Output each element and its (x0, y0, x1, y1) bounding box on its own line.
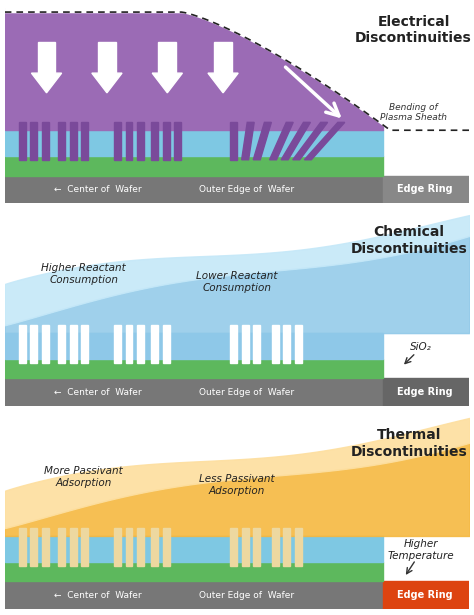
Text: Edge Ring: Edge Ring (397, 387, 453, 397)
Bar (230, 528, 237, 566)
Bar (158, 42, 176, 73)
Bar (70, 528, 77, 566)
Text: More Passivant
Adsorption: More Passivant Adsorption (45, 466, 123, 488)
Bar (58, 122, 65, 160)
Bar (283, 325, 291, 363)
Bar (42, 122, 49, 160)
Polygon shape (304, 122, 345, 160)
Bar (58, 325, 65, 363)
Bar (272, 528, 279, 566)
Text: Outer Edge of  Wafer: Outer Edge of Wafer (199, 387, 294, 397)
Bar (114, 122, 121, 160)
Text: ←  Center of  Wafer: ← Center of Wafer (54, 387, 141, 397)
Bar (5, 561, 383, 581)
Bar (272, 325, 279, 363)
Polygon shape (230, 122, 237, 160)
Bar (5, 333, 383, 359)
Bar (70, 122, 77, 160)
Bar (5, 130, 383, 156)
Bar (163, 325, 170, 363)
Bar (38, 42, 55, 73)
Text: Less Passivant
Adsorption: Less Passivant Adsorption (199, 474, 275, 496)
Text: Edge Ring: Edge Ring (397, 184, 453, 194)
Bar (253, 528, 260, 566)
Text: Higher
Temperature: Higher Temperature (387, 539, 454, 560)
Bar (30, 528, 37, 566)
Bar (18, 528, 26, 566)
Bar (151, 122, 158, 160)
Bar (70, 325, 77, 363)
Text: Lower Reactant
Consumption: Lower Reactant Consumption (196, 271, 278, 293)
Text: Outer Edge of  Wafer: Outer Edge of Wafer (199, 185, 294, 194)
Bar (137, 528, 144, 566)
Bar (5, 6, 383, 130)
Bar (126, 122, 132, 160)
Bar (5, 156, 383, 175)
Polygon shape (31, 73, 62, 93)
Bar (30, 122, 37, 160)
Polygon shape (270, 122, 293, 160)
Bar (30, 325, 37, 363)
Text: Bending of
Plasma Sheath: Bending of Plasma Sheath (380, 103, 447, 122)
Bar (5, 581, 383, 609)
Bar (151, 325, 158, 363)
Bar (242, 325, 248, 363)
Polygon shape (92, 73, 122, 93)
Polygon shape (293, 122, 328, 160)
Bar (295, 528, 302, 566)
Polygon shape (281, 122, 310, 160)
Bar (383, 378, 469, 406)
Bar (253, 325, 260, 363)
Text: Outer Edge of  Wafer: Outer Edge of Wafer (199, 590, 294, 600)
Bar (151, 528, 158, 566)
Text: Edge Ring: Edge Ring (397, 590, 453, 600)
Polygon shape (253, 122, 272, 160)
Bar (137, 325, 144, 363)
Bar (242, 528, 248, 566)
Bar (18, 122, 26, 160)
Bar (5, 359, 383, 378)
Bar (5, 536, 383, 561)
Bar (137, 122, 144, 160)
Bar (383, 175, 469, 203)
Bar (283, 528, 291, 566)
Bar (114, 528, 121, 566)
Bar (42, 325, 49, 363)
Polygon shape (152, 73, 182, 93)
Bar (214, 42, 232, 73)
Bar (174, 122, 181, 160)
Bar (126, 325, 132, 363)
Bar (383, 581, 469, 609)
Polygon shape (242, 122, 254, 160)
Bar (114, 325, 121, 363)
Bar (126, 528, 132, 566)
Text: SiO₂: SiO₂ (410, 342, 431, 352)
Polygon shape (208, 73, 238, 93)
Bar (295, 325, 302, 363)
Text: Electrical
Discontinuities: Electrical Discontinuities (355, 15, 472, 45)
Text: ←  Center of  Wafer: ← Center of Wafer (54, 590, 141, 600)
Bar (163, 122, 170, 160)
Text: Thermal
Discontinuities: Thermal Discontinuities (350, 428, 467, 459)
Bar (98, 42, 116, 73)
Text: Higher Reactant
Consumption: Higher Reactant Consumption (41, 263, 126, 285)
Text: Chemical
Discontinuities: Chemical Discontinuities (350, 226, 467, 256)
Bar (82, 325, 88, 363)
Bar (5, 175, 383, 203)
Bar (230, 325, 237, 363)
Bar (82, 528, 88, 566)
Bar (58, 528, 65, 566)
Text: ←  Center of  Wafer: ← Center of Wafer (54, 185, 141, 194)
Bar (18, 325, 26, 363)
Bar (42, 528, 49, 566)
Bar (163, 528, 170, 566)
Bar (82, 122, 88, 160)
Bar (5, 378, 383, 406)
